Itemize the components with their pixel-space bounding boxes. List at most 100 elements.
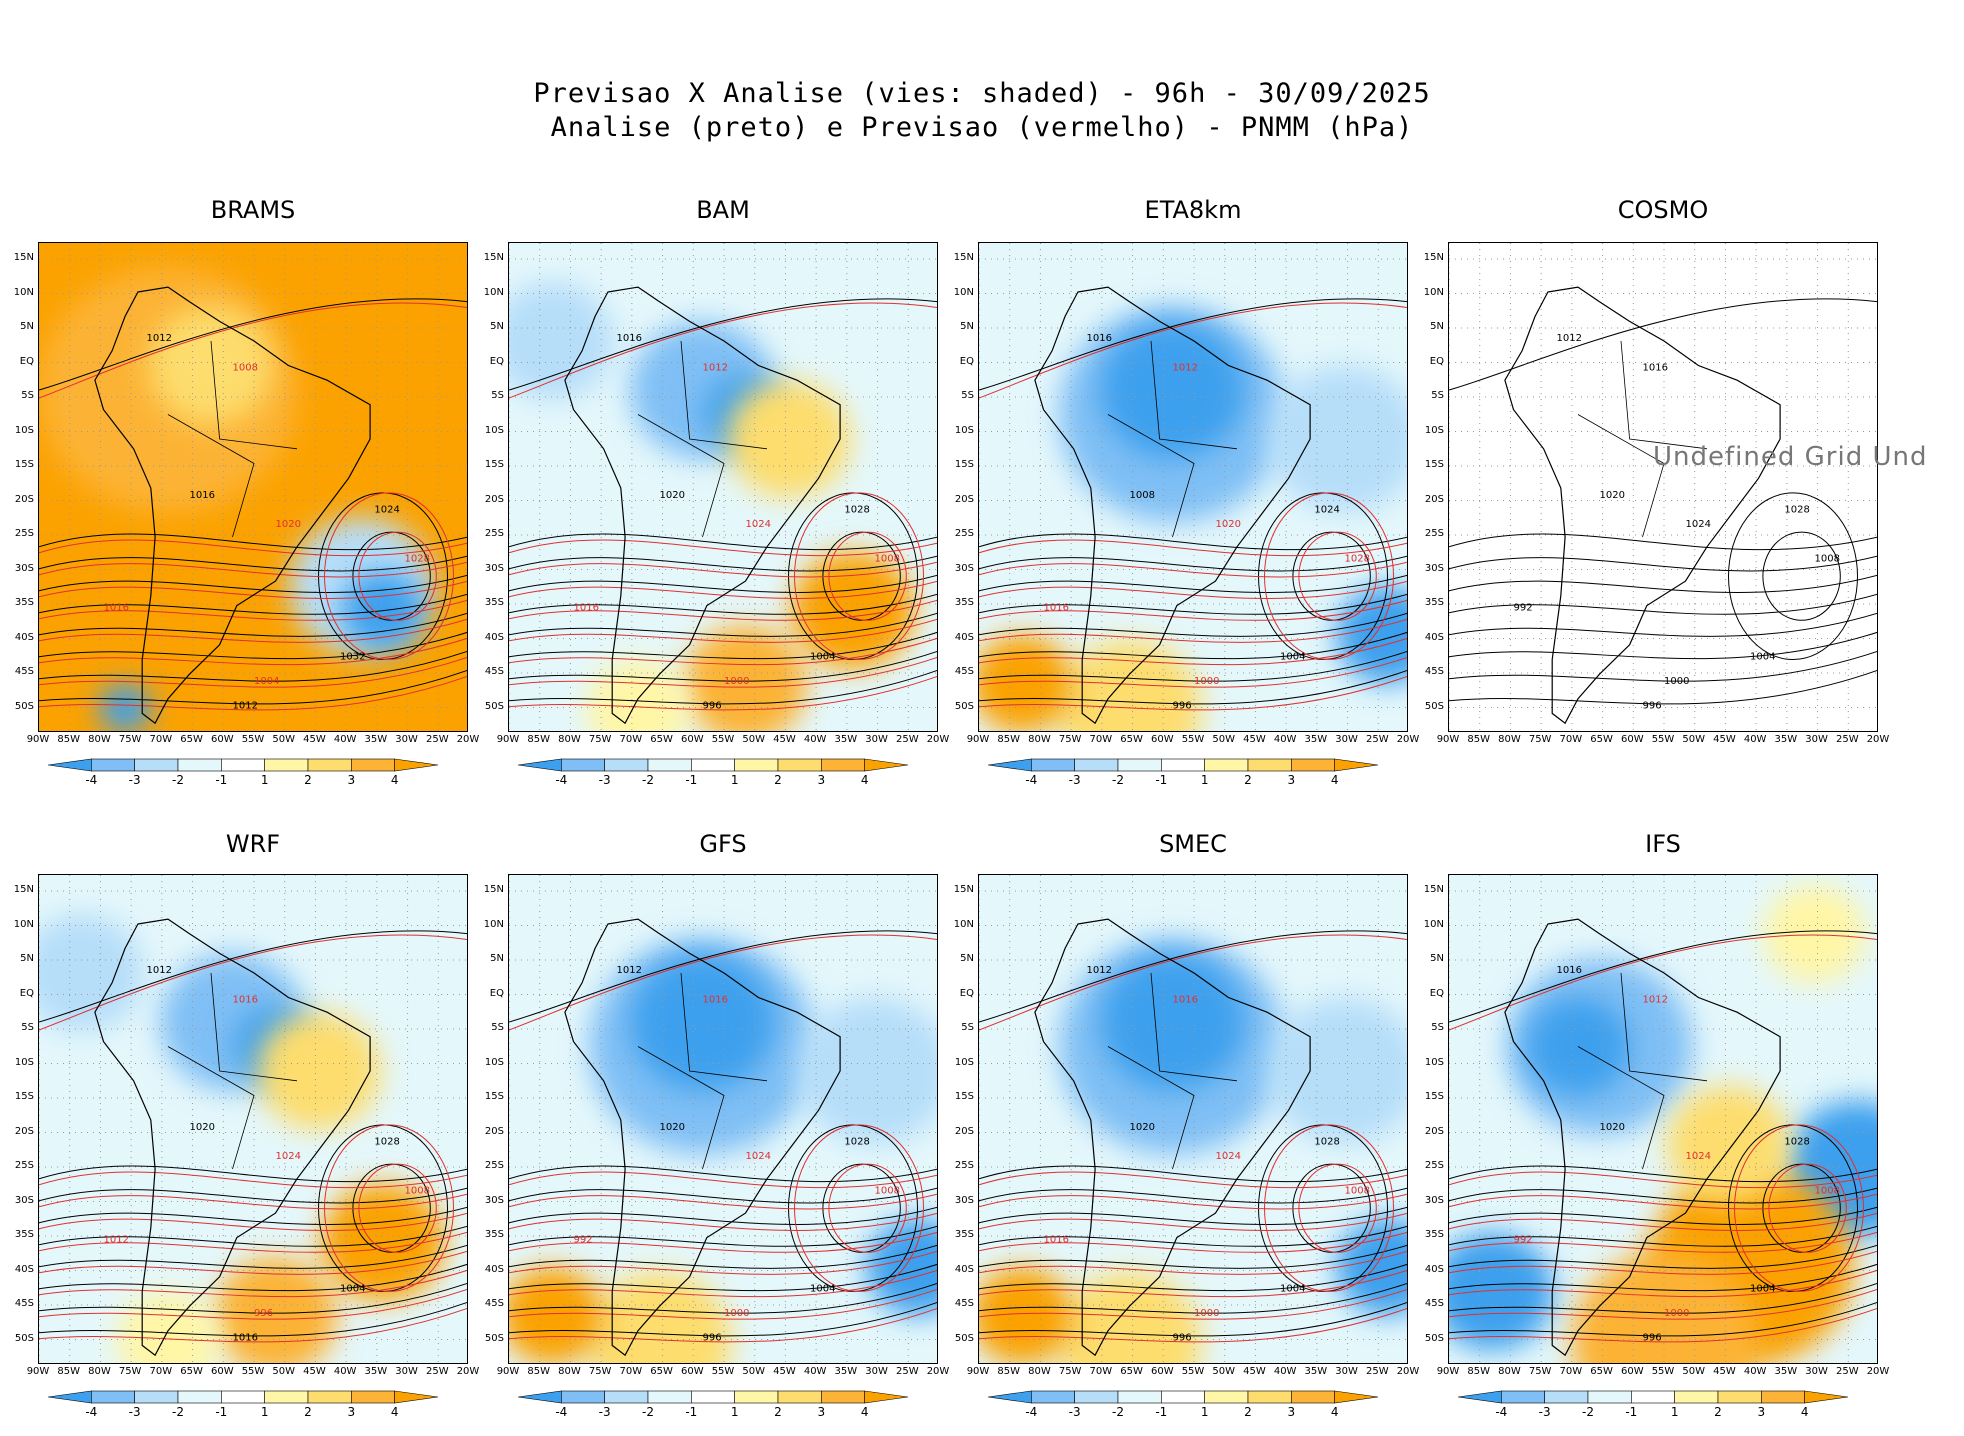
forecast-isobar [39,302,467,399]
analysis-isobar [39,555,467,572]
bias-shading-region [726,380,851,498]
bias-shading-region [1335,1218,1407,1316]
forecast-isobar [979,1307,1407,1343]
country-borders [1107,340,1238,538]
contour-label: 1016 [233,994,258,1005]
latitude-tick-label: 10S [954,424,974,436]
colorbar-label: 4 [1800,1405,1809,1419]
bias-shading-region [797,997,937,1145]
longitude-tick-label: 25W [425,734,449,745]
contour-label: 1012 [1087,965,1112,976]
forecast-isobar [39,561,467,578]
latitude-tick-label: 20S [484,1125,504,1137]
longitude-tick-label: 90W [496,1366,520,1377]
longitude-tick-label: 25W [1365,1366,1389,1377]
bias-shading-region [979,635,1074,731]
forecast-isobar [828,531,907,621]
analysis-isobar [979,555,1407,572]
longitude-tick-label: 65W [180,1366,203,1377]
panel-title: BAM [696,196,750,224]
bias-shading-region [979,1267,1074,1363]
country-borders [637,972,768,1170]
colorbar-swatch [1804,1390,1849,1404]
latitude-tick-label: 45S [1424,666,1444,677]
longitude-tick-label: 20W [1866,734,1890,745]
panel-title: BRAMS [210,196,296,224]
country-borders [1577,972,1708,1170]
analysis-isobar [979,612,1407,637]
colorbar-label: 1 [1670,1405,1679,1419]
colorbar-label: 2 [774,1405,782,1419]
latitude-tick-label: 45S [484,1298,504,1309]
colorbar-label: -1 [1625,1405,1638,1419]
contour-label: 1000 [1194,676,1219,687]
analysis-isobar [979,930,1407,1023]
latitude-tick-label: 5S [1431,1022,1444,1033]
longitude-tick-label: 65W [1120,1366,1143,1377]
colorbar-swatch [988,758,1032,772]
longitude-tick-label: 75W [1058,734,1082,745]
contour-label: 1008 [1815,1186,1840,1197]
forecast-isobar [509,934,937,1031]
longitude-tick-label: 75W [118,1366,142,1377]
forecast-isobar [39,1250,467,1275]
latitude-tick-label: 5S [1431,390,1444,401]
contour-label: 1028 [1784,1137,1809,1148]
longitude-tick-label: 85W [1467,1366,1491,1377]
analysis-isobar [39,930,467,1023]
analysis-isobar [509,533,937,551]
colorbar [1458,1390,1849,1404]
latitude-tick-label: 45S [954,666,974,677]
contour-label: 1032 [340,652,365,663]
latitude-tick-label: 20S [14,1125,34,1137]
latitude-tick-label: 50S [14,1332,34,1344]
colorbar-swatch [988,1390,1032,1404]
forecast-isobar [1449,1231,1877,1253]
forecast-isobar [1298,1163,1377,1253]
forecast-isobar [979,637,1407,666]
analysis-isobar [39,593,467,615]
longitude-tick-label: 55W [1181,1366,1205,1377]
forecast-isobar [509,599,937,621]
colorbar-label: 2 [1244,773,1252,787]
contour-label: 1028 [1314,1137,1339,1148]
bias-shading-region [509,1267,604,1363]
contour-label: 1028 [844,1137,869,1148]
colorbar-swatch [177,758,222,772]
colorbar-swatch [1117,758,1162,772]
latitude-tick-label: 5N [960,953,974,964]
latitude-tick-label: 45S [954,1298,974,1309]
colorbar-swatch [1117,1390,1162,1404]
longitude-tick-label: 25W [1365,734,1389,745]
continent-outline [1034,286,1311,725]
forecast-isobar [39,656,467,688]
forecast-isobar [979,1269,1407,1298]
longitude-tick-label: 40W [1743,1366,1767,1377]
analysis-isobar [979,1244,1407,1269]
longitude-tick-label: 45W [303,1366,326,1377]
latitude-tick-label: 25S [954,1160,974,1171]
forecast-isobar [794,1124,924,1293]
colorbar-swatch [734,1390,779,1404]
map-frame: 1012 1016 1020 1024 1028 1008 1004 1000 996 1016 [978,874,1408,1364]
forecast-isobar [979,934,1407,1031]
forecast-isobar [509,1269,937,1298]
colorbar-label: -2 [1582,1405,1594,1419]
analysis-isobar [979,631,1407,660]
bias-shading-region [683,625,808,731]
colorbar-swatch [351,1390,395,1404]
colorbar-swatch [221,1390,265,1404]
colorbar-swatch [1247,1390,1292,1404]
map-canvas: 1016 1012 1020 1024 1028 1008 1004 1000 996 1016 [509,243,937,731]
longitude-tick-label: 50W [1212,1366,1236,1377]
forecast-isobar [39,599,467,621]
forecast-isobar [509,1288,937,1320]
latitude-tick-label: 20S [954,1125,974,1137]
contour-label: 1012 [1173,362,1198,373]
analysis-isobar [979,1301,1407,1337]
longitude-tick-label: 80W [1498,1366,1521,1377]
panel-title: WRF [225,830,281,858]
colorbar-label: 2 [774,773,782,787]
country-borders [637,340,768,538]
longitude-tick-label: 40W [333,734,357,745]
